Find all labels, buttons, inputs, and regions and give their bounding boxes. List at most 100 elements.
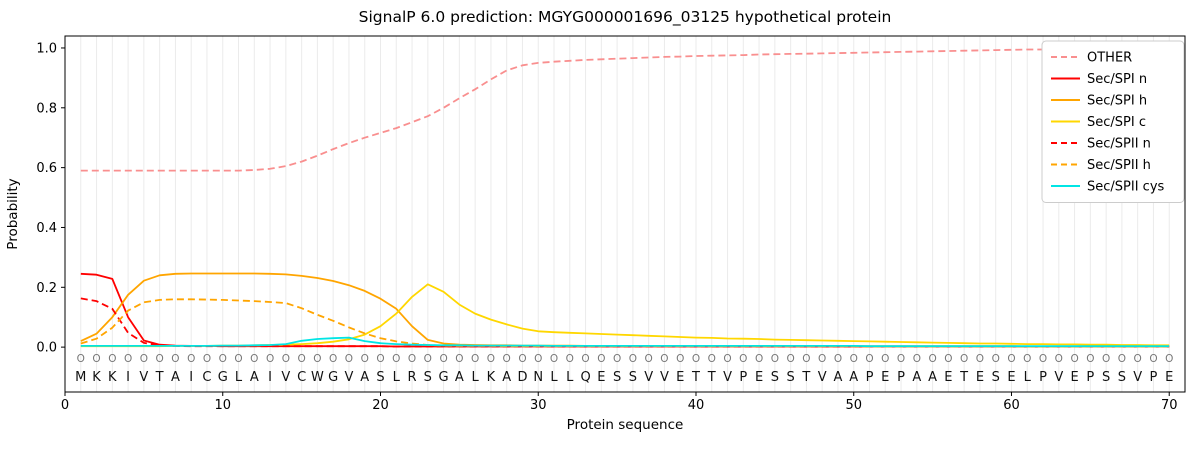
residue-letter: V [139,370,148,385]
residue-letter: G [328,370,338,385]
x-tick-label: 0 [61,398,69,413]
position-marker: O [976,353,984,365]
position-marker: O [234,353,242,365]
residue-letter: L [1024,370,1032,385]
position-marker: O [613,353,621,365]
residue-letter: V [818,370,827,385]
position-marker: O [550,353,558,365]
position-marker: O [881,353,889,365]
residue-letter: E [1165,370,1173,385]
residue-letter: L [566,370,574,385]
position-marker: O [156,353,164,365]
y-tick-label: 0.8 [36,101,57,116]
residue-letter: E [755,370,763,385]
residue-letter: T [959,370,968,385]
residue-letter: S [424,370,432,385]
position-marker: O [1165,353,1173,365]
position-marker: O [1149,353,1157,365]
position-marker: O [1086,353,1094,365]
position-marker: O [439,353,447,365]
position-marker: O [187,353,195,365]
legend-label: OTHER [1087,51,1132,66]
axis-ticks: 0.0 0.2 0.4 0.6 0.8 1.0 0 10 20 30 40 50 60 70 [36,41,1177,413]
y-tick-label: 0.2 [36,281,57,296]
x-tick-label: 30 [530,398,547,413]
position-marker: O [455,353,463,365]
residue-letter: E [881,370,889,385]
position-marker: O [850,353,858,365]
series-line-sec-spii-n [80,297,1170,348]
series-line-sec-spii-cys [80,336,1170,348]
position-marker: O [928,353,936,365]
position-marker: O [77,353,85,365]
position-marker: O [960,353,968,365]
position-marker: O [140,353,148,365]
residue-letter: L [550,370,558,385]
position-marker: O [645,353,653,365]
residue-letter: L [472,370,480,385]
position-marker: O [487,353,495,365]
position-marker: O [424,353,432,365]
residue-letter: N [533,370,543,385]
position-marker: O [203,353,211,365]
position-marker: O [660,353,668,365]
position-marker: O [597,353,605,365]
residue-letter: S [787,370,795,385]
x-tick-label: 10 [214,398,231,413]
position-marker: O [992,353,1000,365]
position-marker: O [1055,353,1063,365]
position-marker: O [676,353,684,365]
residue-letter: A [928,370,937,385]
residue-letter: I [268,370,272,385]
position-marker: O [124,353,132,365]
position-marker: O [913,353,921,365]
y-axis-label: Probability [5,178,21,249]
position-marker: O [313,353,321,365]
residue-letter: P [739,370,747,385]
position-marker: O [802,353,810,365]
residue-letter: C [297,370,306,385]
position-marker: O [944,353,952,365]
position-marker: O [518,353,526,365]
residue-letter: I [126,370,130,385]
residue-letter: V [723,370,732,385]
legend-label: Sec/SPII cys [1087,180,1165,195]
residue-letter: S [613,370,621,385]
position-marker: O [834,353,842,365]
axes-box [64,35,1186,393]
residue-letter: A [250,370,259,385]
position-marker: O [376,353,384,365]
position-marker: O [534,353,542,365]
residue-letter: E [597,370,605,385]
position-marker: O [266,353,274,365]
residue-letter: Q [580,370,590,385]
residue-letter: S [1118,370,1126,385]
residue-letter: L [393,370,401,385]
position-marker: O [471,353,479,365]
x-tick-label: 20 [372,398,389,413]
residue-letter: E [944,370,952,385]
position-marker: O [708,353,716,365]
residue-letter: W [311,370,324,385]
residue-letter: V [344,370,353,385]
legend-label: Sec/SPI c [1087,115,1146,130]
position-marker: O [739,353,747,365]
residue-letter: A [360,370,369,385]
x-tick-label: 60 [1003,398,1020,413]
residue-letter: V [644,370,653,385]
residue-letter: K [108,370,117,385]
position-marker: O [692,353,700,365]
residue-letter: S [992,370,1000,385]
position-marker: O [345,353,353,365]
position-marker: O [1102,353,1110,365]
legend-label: Sec/SPII h [1087,158,1151,173]
position-marker: O [865,353,873,365]
legend-label: Sec/SPII n [1087,137,1151,152]
x-tick-label: 40 [688,398,705,413]
position-marker: O [771,353,779,365]
residue-letter: P [897,370,905,385]
residue-letter: G [218,370,228,385]
